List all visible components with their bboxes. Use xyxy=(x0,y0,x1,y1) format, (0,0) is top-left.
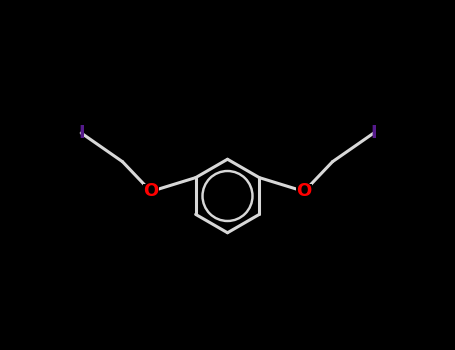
Text: O: O xyxy=(143,182,158,201)
FancyBboxPatch shape xyxy=(143,184,159,198)
Text: I: I xyxy=(370,124,377,142)
Text: O: O xyxy=(297,182,312,201)
FancyBboxPatch shape xyxy=(296,184,312,198)
Text: I: I xyxy=(78,124,85,142)
